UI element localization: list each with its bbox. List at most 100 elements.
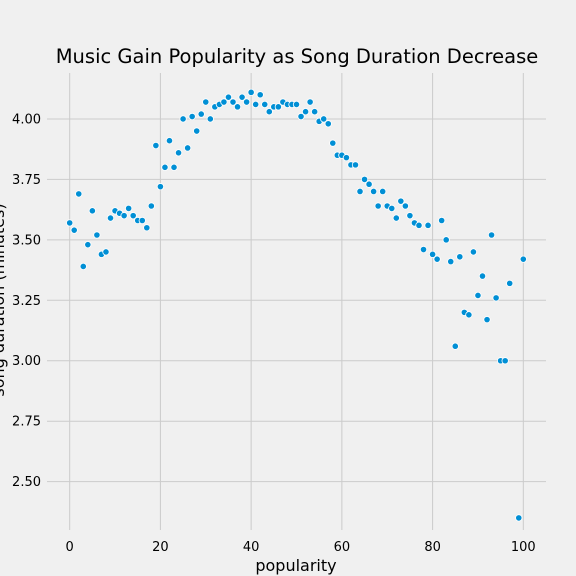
data-point [165, 137, 174, 145]
data-point [174, 149, 183, 157]
data-point [184, 144, 192, 152]
data-point [261, 100, 269, 109]
data-point [79, 262, 87, 271]
y-tick-label: 3.25 [12, 294, 41, 309]
data-point [492, 294, 500, 302]
data-point [419, 245, 428, 254]
data-point [229, 98, 237, 106]
x-tick-label: 0 [66, 540, 74, 555]
data-point [478, 272, 487, 280]
data-point [451, 342, 459, 350]
data-point [306, 98, 314, 106]
y-tick-label: 3.50 [12, 233, 41, 248]
plot-area [47, 73, 546, 530]
data-point [370, 187, 378, 196]
data-point [433, 255, 441, 263]
data-point [351, 161, 360, 169]
data-point [120, 212, 128, 220]
data-point [143, 224, 151, 232]
data-point [388, 204, 396, 213]
tick-labels: 0 20 40 60 80 100 2.50 2.75 3.00 3.25 3.50 3.75 4.00 [12, 112, 536, 555]
data-point [392, 214, 400, 222]
data-point [406, 212, 414, 220]
data-point [84, 241, 92, 249]
data-point [179, 115, 187, 123]
data-point [152, 141, 160, 150]
data-point [170, 163, 178, 171]
x-tick-label: 40 [243, 540, 260, 555]
data-point [474, 291, 482, 300]
data-point [188, 112, 196, 121]
data-point [247, 88, 255, 96]
grid-lines [47, 73, 546, 530]
data-point [202, 98, 210, 106]
data-point [311, 108, 319, 116]
data-point [70, 226, 78, 234]
data-point [447, 258, 455, 266]
data-point [75, 190, 83, 198]
data-point [301, 108, 310, 116]
data-point [397, 197, 405, 205]
data-point [519, 255, 527, 263]
x-tick-label: 100 [511, 540, 536, 555]
data-point [501, 357, 509, 365]
data-point [415, 221, 423, 229]
data-point [401, 202, 409, 210]
y-tick-label: 2.75 [12, 415, 41, 430]
data-point [220, 98, 228, 106]
data-point [252, 100, 260, 109]
data-point [106, 214, 115, 222]
data-point [438, 216, 446, 225]
data-point [197, 110, 205, 118]
data-point [506, 279, 514, 287]
data-point [428, 250, 437, 258]
data-point [356, 187, 364, 196]
data-point [379, 187, 387, 196]
y-axis-label: song duration (minutes) [0, 203, 8, 396]
data-point [487, 231, 496, 239]
data-point [193, 127, 201, 135]
data-point [156, 183, 165, 191]
data-points [66, 88, 527, 522]
x-tick-label: 80 [424, 540, 441, 555]
data-point [161, 163, 169, 171]
data-point [424, 221, 432, 229]
data-point [66, 219, 74, 227]
y-tick-label: 3.00 [12, 354, 41, 369]
data-point [138, 216, 146, 225]
y-tick-label: 3.75 [12, 173, 41, 188]
data-point [456, 253, 464, 261]
x-tick-label: 60 [334, 540, 351, 555]
data-point [147, 202, 155, 210]
data-point [102, 248, 110, 256]
x-axis-label: popularity [255, 556, 336, 575]
data-point [88, 207, 96, 215]
data-point [243, 98, 251, 106]
data-point [274, 103, 282, 111]
data-point [465, 311, 473, 319]
data-point [297, 112, 305, 121]
data-point [365, 180, 373, 188]
data-point [129, 212, 137, 220]
data-point [125, 204, 133, 213]
data-point [292, 100, 301, 109]
data-point [320, 115, 328, 123]
data-point [256, 91, 264, 99]
data-point [206, 115, 214, 123]
data-point [515, 514, 523, 522]
data-point [238, 93, 246, 101]
y-tick-label: 2.50 [12, 475, 41, 490]
data-point [374, 202, 382, 210]
data-point [483, 316, 491, 324]
data-point [224, 93, 233, 101]
y-tick-label: 4.00 [12, 112, 41, 127]
data-point [93, 231, 101, 239]
data-point [342, 154, 350, 162]
chart-title: Music Gain Popularity as Song Duration D… [56, 45, 539, 68]
data-point [265, 108, 273, 116]
x-tick-label: 20 [152, 540, 169, 555]
data-point [324, 120, 332, 128]
data-point [233, 103, 242, 111]
data-point [442, 236, 450, 244]
